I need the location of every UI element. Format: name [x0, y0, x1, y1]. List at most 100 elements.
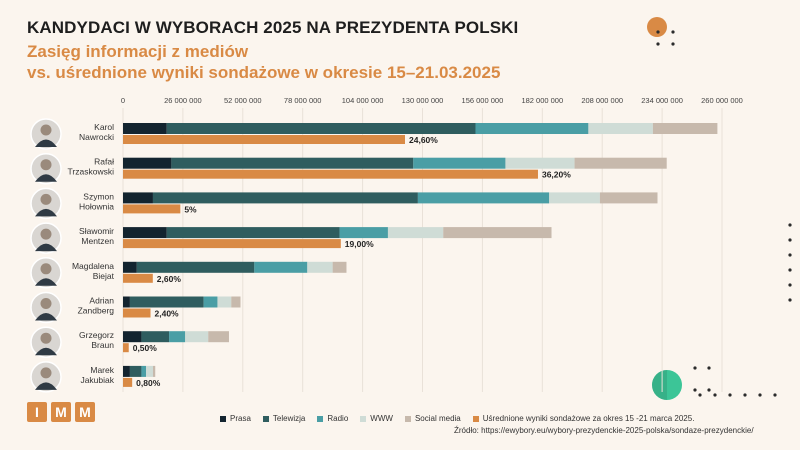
candidate-last-name: Nawrocki: [79, 132, 114, 142]
legend-label: Telewizja: [272, 414, 306, 423]
x-tick-label: 156 000 000: [462, 96, 504, 105]
decorative-dot: [707, 366, 711, 370]
legend-label: Radio: [327, 414, 349, 423]
bar-segment-prasa: [123, 123, 167, 134]
decorative-dot: [728, 393, 732, 397]
legend-swatch: [404, 415, 411, 422]
bar-segment-prasa: [123, 157, 172, 169]
chart-legend: Prasa Telewizja Radio WWW Social media U…: [220, 414, 694, 423]
legend-swatch: [262, 415, 269, 422]
source-note: Źródło: https://ewybory.eu/wybory-prezyd…: [454, 426, 754, 435]
bar-segment-telewizja: [166, 123, 476, 134]
bar-segment-www: [307, 261, 333, 273]
bar-segment-telewizja: [152, 192, 418, 204]
bar-segment-www: [217, 296, 232, 308]
bar-segment-www: [505, 157, 575, 169]
poll-value-label: 0,80%: [136, 378, 161, 388]
decorative-dot: [773, 393, 777, 397]
x-tick-label: 78 000 000: [284, 96, 322, 105]
bar-segment-prasa: [123, 192, 153, 204]
decorative-green-circle: [652, 370, 682, 400]
x-tick-label: 182 000 000: [521, 96, 563, 105]
bar-segment-radio: [339, 227, 388, 239]
poll-value-label: 5%: [184, 204, 197, 214]
candidate-first-name: Magdalena: [72, 261, 114, 271]
imm-logo: I M M: [27, 402, 95, 422]
bar-segment-www: [549, 192, 600, 204]
bar-segment-radio: [141, 365, 147, 377]
poll-value-label: 36,20%: [542, 170, 571, 180]
candidate-first-name: Adrian: [89, 296, 114, 306]
candidate-avatar: [30, 291, 62, 324]
bar-segment-telewizja: [129, 296, 204, 308]
legend-label: Social media: [414, 414, 461, 423]
bar-segment-telewizja: [141, 331, 170, 343]
bar-segment-prasa: [123, 365, 130, 377]
legend-item-telewizja: Telewizja: [262, 414, 306, 423]
candidate-first-name: Marek: [90, 365, 114, 375]
decorative-dot: [788, 253, 792, 257]
bar-segment-www: [146, 365, 153, 377]
candidate-first-name: Rafał: [94, 157, 114, 167]
bar-segment-radio: [413, 157, 506, 169]
poll-bar: [123, 204, 181, 214]
x-tick-label: 260 000 000: [701, 96, 743, 105]
bar-segment-social-media: [332, 261, 347, 273]
bar-segment-radio: [417, 192, 550, 204]
decorative-dot: [693, 366, 697, 370]
decorative-orange-circle: [647, 17, 667, 37]
decorative-dot: [788, 268, 792, 272]
poll-value-label: 2,60%: [157, 274, 182, 284]
decorative-dot: [788, 223, 792, 227]
subtitle-line-1: Zasięg informacji z mediów: [27, 42, 249, 61]
poll-bar: [123, 135, 405, 144]
candidate-last-name: Hołownia: [79, 201, 114, 211]
legend-item-prasa: Prasa: [220, 414, 251, 423]
candidate-avatar: [30, 326, 62, 358]
chart-subtitle: Zasięg informacji z mediów vs. uśrednion…: [27, 41, 500, 83]
poll-value-label: 2,40%: [155, 309, 180, 319]
x-tick-label: 234 000 000: [641, 96, 683, 105]
bar-segment-social-media: [599, 192, 658, 204]
candidate-avatar: [30, 187, 62, 220]
x-tick-label: 104 000 000: [342, 96, 384, 105]
decorative-dot: [758, 393, 762, 397]
decorative-dot: [671, 42, 675, 46]
decorative-dot: [671, 30, 675, 34]
bar-segment-prasa: [123, 227, 167, 239]
subtitle-line-2: vs. uśrednione wyniki sondażowe w okresi…: [27, 63, 501, 82]
bar-segment-prasa: [123, 261, 137, 273]
x-tick-label: 208 000 000: [581, 96, 623, 105]
poll-bar: [123, 308, 151, 318]
bar-segment-www: [588, 123, 653, 134]
legend-swatch: [472, 415, 479, 422]
candidate-first-name: Sławomir: [79, 226, 114, 236]
legend-label: WWW: [370, 414, 393, 423]
bar-segment-social-media: [574, 157, 667, 169]
bar-segment-telewizja: [166, 227, 340, 239]
decorative-dot: [698, 393, 702, 397]
x-tick-label: 130 000 000: [402, 96, 444, 105]
candidate-last-name: Trzaskowski: [68, 167, 115, 177]
logo-letter: M: [51, 402, 71, 422]
x-tick-label: 26 000 000: [164, 96, 202, 105]
candidate-avatar: [30, 118, 62, 150]
poll-bar: [123, 169, 538, 179]
bar-segment-social-media: [652, 123, 718, 134]
decorative-dot: [693, 388, 697, 392]
candidate-last-name: Biejat: [93, 271, 115, 281]
decorative-dot: [788, 298, 792, 302]
candidate-last-name: Zandberg: [78, 306, 115, 316]
logo-letter: M: [75, 402, 95, 422]
bar-segment-social-media: [152, 365, 156, 377]
legend-label: Uśrednione wyniki sondażowe za okres 15 …: [482, 414, 695, 423]
decorative-dot: [788, 238, 792, 242]
x-tick-label: 52 000 000: [224, 96, 262, 105]
poll-value-label: 24,60%: [409, 135, 438, 145]
candidate-first-name: Grzegorz: [79, 330, 114, 340]
poll-value-label: 0,50%: [133, 343, 158, 353]
decorative-dot: [713, 393, 717, 397]
decorative-dot: [656, 30, 660, 34]
bar-segment-radio: [169, 331, 186, 343]
candidate-first-name: Szymon: [83, 191, 114, 201]
